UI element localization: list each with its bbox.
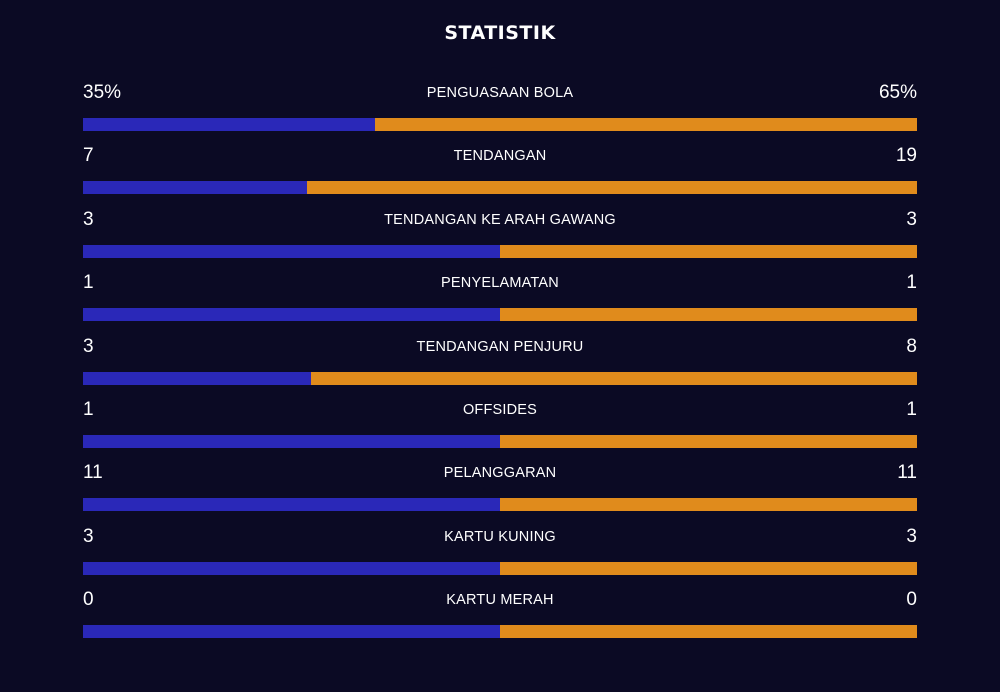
home-value: 1 <box>83 272 94 294</box>
away-bar-fill <box>500 434 917 448</box>
stat-row-possession: 35% PENGUASAAN BOLA 65% <box>83 80 917 143</box>
stat-row-offsides: 1 OFFSIDES 1 <box>83 397 917 460</box>
home-bar-fill <box>83 625 500 639</box>
stat-row-fouls: 11 PELANGGARAN 11 <box>83 460 917 523</box>
comparison-bar <box>83 561 917 575</box>
away-value: 19 <box>895 145 917 167</box>
stat-label: PENYELAMATAN <box>441 275 559 292</box>
home-value: 3 <box>83 525 94 547</box>
away-bar-fill <box>500 244 917 258</box>
away-bar-fill <box>500 561 917 575</box>
comparison-bar <box>83 181 917 195</box>
stat-label: OFFSIDES <box>462 401 538 418</box>
stat-label: TENDANGAN PENJURU <box>416 338 584 355</box>
home-value: 3 <box>83 208 94 230</box>
away-value: 8 <box>906 335 917 357</box>
away-bar-fill <box>374 118 917 131</box>
away-value: 11 <box>897 462 917 484</box>
away-bar-fill <box>500 498 917 512</box>
home-value: 0 <box>83 589 94 611</box>
home-value: 3 <box>83 335 94 357</box>
comparison-bar <box>83 625 917 639</box>
home-bar-fill <box>83 244 500 258</box>
comparison-bar <box>83 308 917 322</box>
stat-row-shots-on-target: 3 TENDANGAN KE ARAH GAWANG 3 <box>83 207 917 270</box>
home-value: 1 <box>83 398 94 420</box>
away-bar-fill <box>500 625 917 639</box>
home-bar-fill <box>83 434 500 448</box>
stat-label: PELANGGARAN <box>443 465 557 482</box>
comparison-bar <box>83 434 917 448</box>
comparison-bar <box>83 118 917 131</box>
stat-row-red-cards: 0 KARTU MERAH 0 <box>83 587 917 650</box>
away-bar-fill <box>500 308 917 322</box>
stats-title: STATISTIK <box>444 22 556 44</box>
stat-row-shots: 7 TENDANGAN 19 <box>83 143 917 206</box>
home-bar-fill <box>83 561 500 575</box>
comparison-bar <box>83 371 917 385</box>
home-bar-fill <box>83 118 375 131</box>
stat-label: TENDANGAN <box>453 148 547 165</box>
stat-label: PENGUASAAN BOLA <box>426 85 574 101</box>
comparison-bar <box>83 244 917 258</box>
away-value: 0 <box>906 589 917 611</box>
away-value: 3 <box>906 525 917 547</box>
home-bar-fill <box>83 308 500 322</box>
away-bar-fill <box>310 371 917 385</box>
stat-label: KARTU KUNING <box>444 528 556 545</box>
comparison-bar <box>83 498 917 512</box>
home-value: 7 <box>83 145 94 167</box>
away-value: 65% <box>878 82 917 103</box>
home-bar-fill <box>83 371 311 385</box>
stat-row-yellow-cards: 3 KARTU KUNING 3 <box>83 524 917 587</box>
home-bar-fill <box>83 498 500 512</box>
away-value: 3 <box>906 208 917 230</box>
away-value: 1 <box>906 398 917 420</box>
home-value: 35% <box>83 82 122 103</box>
stat-row-corners: 3 TENDANGAN PENJURU 8 <box>83 334 917 397</box>
stat-row-saves: 1 PENYELAMATAN 1 <box>83 270 917 333</box>
away-value: 1 <box>906 272 917 294</box>
away-bar-fill <box>307 181 917 195</box>
home-bar-fill <box>83 181 308 195</box>
home-value: 11 <box>83 462 103 484</box>
stat-label: KARTU MERAH <box>446 592 554 609</box>
stat-label: TENDANGAN KE ARAH GAWANG <box>384 211 616 228</box>
stats-list: 35% PENGUASAAN BOLA 65% 7 TENDANGAN 19 3… <box>83 80 917 651</box>
